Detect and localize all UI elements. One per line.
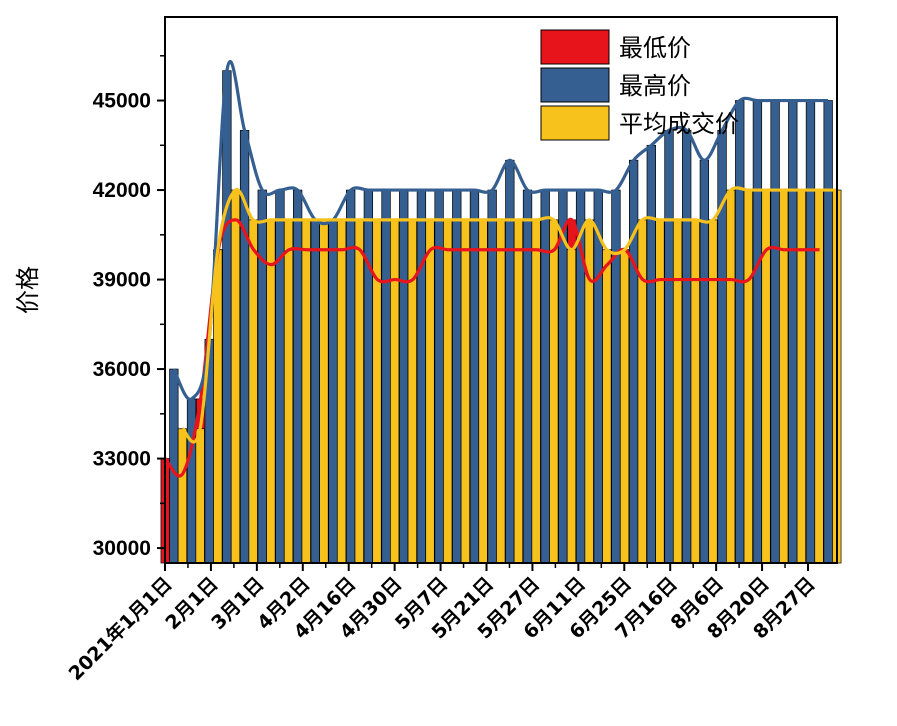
bar-series-3-30 bbox=[690, 219, 700, 564]
bar-series-3-3 bbox=[213, 249, 223, 564]
y-tick-label: 42000 bbox=[93, 179, 151, 202]
bar-series-3-23 bbox=[566, 249, 577, 564]
bar-series-2-34 bbox=[752, 100, 763, 564]
bar-series-2-17 bbox=[452, 189, 462, 564]
bar-series-2-9 bbox=[310, 219, 320, 564]
bar-series-3-22 bbox=[549, 219, 559, 564]
bar-series-3-18 bbox=[478, 219, 488, 564]
bar-series-2-4 bbox=[222, 70, 232, 564]
bar-series-3-34 bbox=[761, 189, 771, 564]
bar-series-2-19 bbox=[487, 189, 497, 564]
trend-line-series-1 bbox=[163, 217, 820, 478]
bar-series-2-6 bbox=[257, 189, 267, 564]
bar-series-3-5 bbox=[248, 219, 258, 564]
bar-series-2-8 bbox=[292, 189, 303, 564]
bar-series-3-20 bbox=[513, 219, 524, 564]
bar-series-3-25 bbox=[602, 249, 612, 564]
bar-series-3-32 bbox=[725, 189, 736, 564]
bar-series-2-25 bbox=[593, 189, 603, 564]
y-axis: 30000 33000 36000 39000 42000 45000 bbox=[93, 55, 165, 560]
bar-series-3-31 bbox=[708, 219, 718, 564]
bar-series-2-37 bbox=[805, 100, 816, 564]
legend-swatch-3 bbox=[540, 105, 610, 141]
y-tick-label: 45000 bbox=[93, 90, 151, 113]
legend-label-1: 最低价 bbox=[619, 34, 691, 62]
bar-series-2-35 bbox=[770, 100, 780, 564]
y-tick-label: 33000 bbox=[93, 448, 151, 471]
bar-series-3-21 bbox=[531, 219, 541, 564]
legend-swatch-2 bbox=[540, 67, 610, 103]
y-tick-label: 30000 bbox=[93, 537, 151, 560]
bar-series-2-13 bbox=[381, 189, 391, 564]
bar-series-2-33 bbox=[735, 100, 745, 564]
bars-layer bbox=[160, 70, 842, 564]
bar-series-3-28 bbox=[655, 219, 665, 564]
bar-series-3-29 bbox=[672, 219, 683, 564]
bar-series-3-7 bbox=[283, 219, 294, 564]
bar-series-3-12 bbox=[372, 219, 382, 564]
bar-series-3-10 bbox=[336, 219, 347, 564]
y-tick-label: 36000 bbox=[93, 358, 151, 381]
bar-series-3-35 bbox=[779, 189, 789, 564]
bar-series-3-13 bbox=[390, 219, 400, 564]
bar-series-3-15 bbox=[425, 219, 435, 564]
bar-series-2-2 bbox=[186, 398, 197, 564]
bar-series-3-4 bbox=[230, 189, 241, 564]
smoothed-lines-layer bbox=[163, 60, 837, 478]
bar-series-3-6 bbox=[266, 219, 276, 564]
bar-series-2-18 bbox=[469, 189, 480, 564]
bar-series-3-37 bbox=[814, 189, 824, 564]
bar-series-2-30 bbox=[682, 130, 692, 564]
bar-series-2-38 bbox=[823, 100, 833, 564]
bar-series-3-2 bbox=[195, 428, 205, 564]
bar-series-2-21 bbox=[522, 189, 533, 564]
legend-label-2: 最高价 bbox=[619, 72, 691, 100]
x-tick-label: 2021年1月1日 bbox=[64, 572, 177, 685]
bar-series-2-27 bbox=[628, 159, 639, 564]
bar-series-2-36 bbox=[788, 100, 798, 564]
legend-label-3: 平均成交价 bbox=[619, 110, 739, 138]
bar-series-3-14 bbox=[407, 219, 417, 564]
trend-line-series-3 bbox=[180, 186, 837, 444]
bar-series-3-26 bbox=[619, 249, 630, 564]
legend-swatch-1 bbox=[540, 29, 610, 65]
plot-frame bbox=[164, 16, 838, 564]
x-axis: 2021年1月1日2月1日3月1日4月2日4月16日4月30日5月7日5月21日… bbox=[64, 563, 820, 685]
bar-series-2-22 bbox=[540, 189, 550, 564]
bar-series-3-9 bbox=[319, 219, 329, 564]
bar-series-2-10 bbox=[328, 219, 338, 564]
bar-series-2-28 bbox=[646, 144, 656, 564]
bar-series-2-14 bbox=[399, 189, 409, 564]
bar-series-3-36 bbox=[796, 189, 807, 564]
bar-series-3-11 bbox=[354, 219, 364, 564]
trend-line-series-2 bbox=[172, 60, 829, 401]
y-tick-label: 39000 bbox=[93, 269, 151, 292]
bar-series-3-8 bbox=[301, 219, 311, 564]
bar-series-2-12 bbox=[363, 189, 374, 564]
bar-series-3-19 bbox=[496, 219, 506, 564]
bar-series-2-29 bbox=[664, 130, 674, 564]
bar-series-3-16 bbox=[443, 219, 453, 564]
y-axis-title: 价格 bbox=[14, 266, 42, 314]
bar-series-3-33 bbox=[743, 189, 753, 564]
bar-series-3-17 bbox=[460, 219, 471, 564]
bar-series-2-7 bbox=[275, 189, 285, 564]
bar-series-2-15 bbox=[416, 189, 427, 564]
bar-series-3-1 bbox=[177, 428, 188, 564]
bar-series-2-26 bbox=[611, 189, 621, 564]
